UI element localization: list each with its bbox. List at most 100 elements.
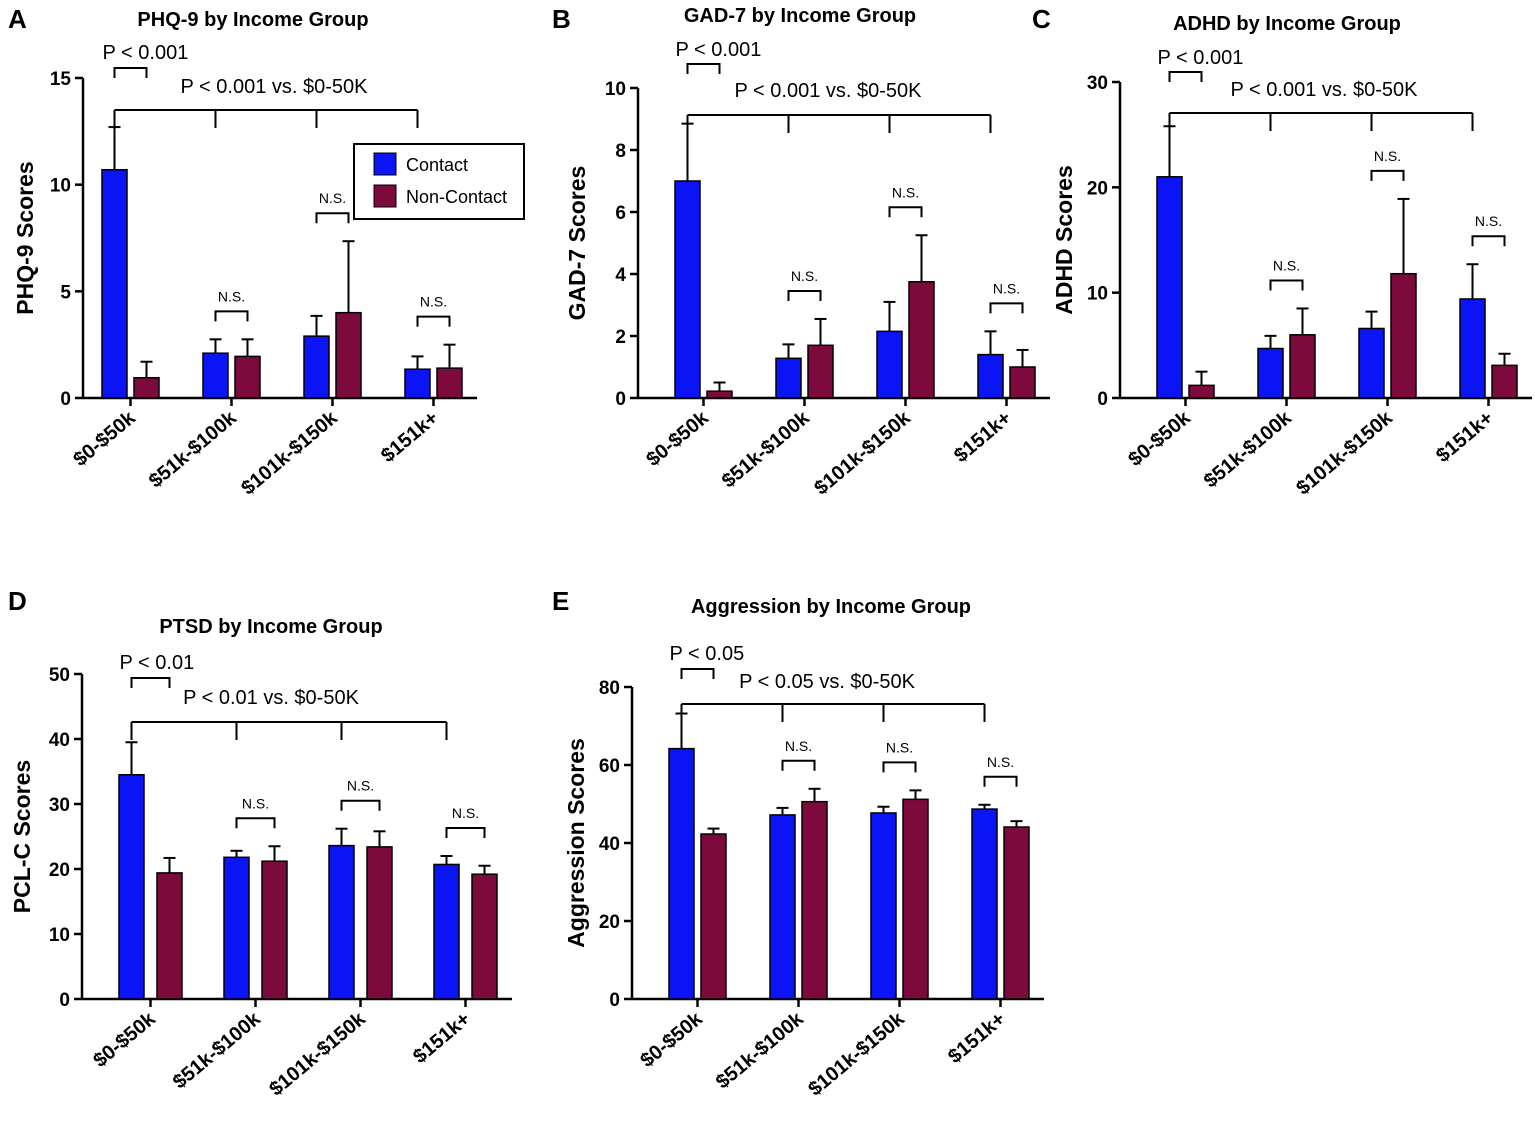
ns-label: N.S.	[785, 738, 812, 754]
y-tick-label: 6	[615, 203, 626, 224]
ns-label: N.S.	[892, 184, 919, 200]
bar-noncontact	[471, 873, 498, 1000]
ns-bracket	[1269, 279, 1304, 291]
overall-p-value: P < 0.001 vs. $0-50K	[735, 80, 923, 102]
ns-label: N.S.	[218, 288, 245, 304]
bar-contact	[223, 856, 250, 1000]
legend-label-noncontact: Non-Contact	[406, 187, 507, 207]
ns-label: N.S.	[1273, 257, 1300, 273]
y-tick-label: 0	[609, 990, 620, 1011]
y-axis-label: PCL-C Scores	[9, 760, 35, 913]
bar-contact	[1156, 176, 1183, 399]
bar-noncontact	[807, 344, 834, 399]
x-tick-label: $0-$50k	[69, 406, 140, 471]
bar-contact	[1257, 347, 1284, 399]
ns-label: N.S.	[347, 778, 374, 794]
bar-contact	[1358, 327, 1385, 399]
y-tick-label: 60	[599, 756, 620, 777]
legend: Contact Non-Contact	[353, 143, 525, 220]
ns-bracket	[989, 302, 1024, 314]
x-tick-label: $51k-$100k	[718, 406, 815, 492]
y-tick-label: 10	[50, 176, 71, 197]
y-tick-label: 40	[49, 730, 70, 751]
pair-bracket	[680, 668, 715, 679]
bar-contact	[328, 844, 355, 1000]
chart-title: GAD-7 by Income Group	[684, 5, 916, 27]
bar-contact	[433, 863, 460, 1000]
bar-noncontact	[1188, 384, 1215, 399]
y-tick-label: 0	[1097, 389, 1108, 410]
x-tick-label: $151k+	[409, 1008, 475, 1068]
bar-noncontact	[335, 311, 362, 399]
ns-bracket	[1471, 235, 1506, 247]
bar-noncontact	[1390, 272, 1417, 399]
y-tick-label: 20	[599, 912, 620, 933]
panel-b: B GAD-7 by Income Group GAD-7 Scores 0 2 4 6 8 1…	[552, 4, 1050, 500]
bar-contact	[1459, 298, 1486, 399]
legend-label-contact: Contact	[406, 155, 468, 175]
overall-p-value: P < 0.05 vs. $0-50K	[739, 671, 916, 693]
overall-p-value: P < 0.01 vs. $0-50K	[183, 687, 360, 709]
y-axis-label: GAD-7 Scores	[564, 166, 590, 321]
y-tick-label: 80	[599, 678, 620, 699]
ns-label: N.S.	[242, 795, 269, 811]
bar-contact	[876, 330, 903, 399]
x-tick-label: $51k-$100k	[145, 406, 242, 492]
ns-bracket	[781, 759, 816, 771]
overall-p-value: P < 0.001 vs. $0-50K	[181, 76, 369, 98]
panel-e: E Aggression by Income Group Aggression Sc…	[552, 586, 1044, 1101]
bar-noncontact	[1003, 826, 1030, 1000]
ns-label: N.S.	[452, 805, 479, 821]
ns-bracket	[888, 206, 923, 218]
y-tick-label: 40	[599, 834, 620, 855]
y-tick-label: 0	[60, 389, 71, 410]
y-tick-label: 0	[615, 389, 626, 410]
bar-contact	[404, 368, 431, 399]
ns-bracket	[1370, 169, 1405, 181]
pair-p-value: P < 0.001	[1158, 47, 1244, 69]
x-tick-label: $101k-$150k	[265, 1007, 370, 1100]
bar-noncontact	[801, 800, 828, 1000]
pair-p-value: P < 0.001	[676, 39, 762, 61]
panel-letter: A	[8, 4, 27, 34]
x-tick-label: $151k+	[1432, 407, 1498, 467]
bar-noncontact	[156, 872, 183, 1000]
bar-noncontact	[1289, 334, 1316, 399]
y-tick-label: 10	[605, 79, 626, 100]
panel-c: C ADHD by Income Group ADHD Scores 0 10 20 30 $…	[1032, 4, 1532, 500]
x-tick-label: $0-$50k	[636, 1007, 707, 1072]
bar-contact	[870, 812, 897, 1000]
pair-bracket	[1168, 71, 1203, 82]
y-tick-label: 2	[615, 327, 626, 348]
ns-bracket	[416, 315, 451, 327]
y-tick-label: 8	[615, 141, 626, 162]
x-tick-label: $101k-$150k	[804, 1007, 909, 1100]
ns-bracket	[787, 289, 822, 301]
x-tick-label: $101k-$150k	[1292, 406, 1397, 499]
ns-label: N.S.	[319, 190, 346, 206]
ns-label: N.S.	[420, 294, 447, 310]
ns-bracket	[445, 827, 486, 838]
chart-title: Aggression by Income Group	[691, 596, 971, 618]
bar-contact	[101, 168, 128, 399]
bar-contact	[202, 352, 229, 399]
panel-letter: B	[552, 4, 571, 34]
y-tick-label: 10	[1087, 284, 1108, 305]
x-tick-label: $151k+	[377, 407, 443, 467]
panel-letter: E	[552, 586, 569, 616]
y-tick-label: 4	[615, 265, 626, 286]
ns-bracket	[315, 212, 350, 224]
y-tick-label: 5	[60, 282, 71, 303]
bar-contact	[674, 180, 701, 399]
y-axis-label: PHQ-9 Scores	[12, 161, 38, 314]
bar-noncontact	[902, 798, 929, 1000]
bar-contact	[769, 814, 796, 1000]
panel-letter: D	[8, 586, 27, 616]
ns-bracket	[340, 799, 381, 811]
y-tick-label: 30	[49, 795, 70, 816]
y-tick-label: 50	[49, 665, 70, 686]
x-tick-label: $151k+	[950, 407, 1016, 467]
ns-label: N.S.	[1374, 148, 1401, 164]
ns-bracket	[882, 761, 917, 773]
